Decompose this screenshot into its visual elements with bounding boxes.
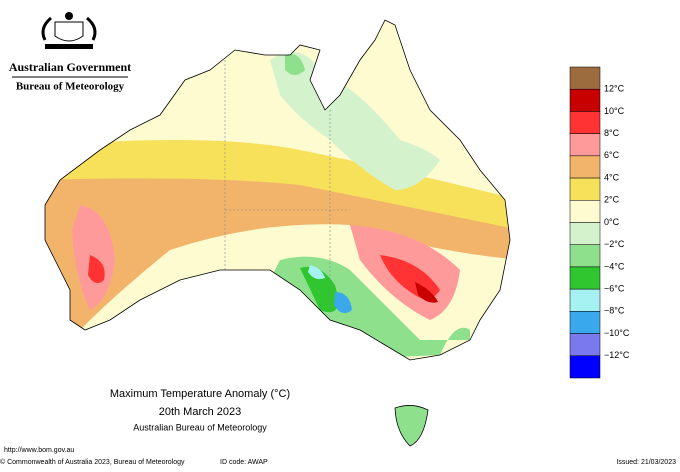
map-date: 20th March 2023 xyxy=(159,406,242,418)
legend-swatch xyxy=(569,266,601,290)
map-title: Maximum Temperature Anomaly (°C) xyxy=(110,388,290,400)
legend-label: 2°C xyxy=(604,195,620,205)
issued: Issued: 21/03/2023 xyxy=(616,459,676,466)
legend-label: 10°C xyxy=(604,106,625,116)
legend-swatch xyxy=(569,177,601,201)
legend-label: −2°C xyxy=(604,239,625,249)
legend-swatch xyxy=(569,155,601,179)
legend-label: −10°C xyxy=(604,328,630,338)
url: http://www.bom.gov.au xyxy=(4,447,74,454)
legend: 12°C 10°C 8°C 6°C 4°C 2°C 0°C −2°C −4°C −6°C −8°C −… xyxy=(569,66,630,379)
legend-label: 8°C xyxy=(604,128,620,138)
legend-swatch xyxy=(569,111,601,134)
legend-swatch xyxy=(569,222,601,245)
agency: Australian Government xyxy=(9,60,131,74)
legend-swatch xyxy=(569,66,601,90)
copyright: © Commonwealth of Australia 2023, Bureau… xyxy=(0,458,185,466)
bureau: Bureau of Meteorology xyxy=(16,81,125,93)
tasmania xyxy=(394,405,429,447)
legend-label: −8°C xyxy=(604,306,625,316)
logo xyxy=(41,12,97,49)
legend-swatch xyxy=(569,355,601,379)
legend-swatch xyxy=(569,200,601,223)
legend-label: 12°C xyxy=(604,84,625,94)
legend-label: −12°C xyxy=(604,350,630,360)
map-source: Australian Bureau of Meteorology xyxy=(133,422,267,432)
coastline xyxy=(44,19,511,361)
id-code: ID code: AWAP xyxy=(220,459,268,466)
legend-swatch xyxy=(569,244,601,268)
legend-label: 0°C xyxy=(604,217,620,227)
legend-label: −6°C xyxy=(604,284,625,294)
legend-swatch xyxy=(569,133,601,157)
map xyxy=(45,20,510,360)
legend-swatch xyxy=(569,333,601,357)
legend-swatch xyxy=(569,311,601,334)
legend-label: 6°C xyxy=(604,150,620,160)
legend-swatch xyxy=(569,88,601,112)
legend-swatch xyxy=(569,288,601,312)
legend-label: −4°C xyxy=(604,261,625,271)
legend-label: 4°C xyxy=(604,172,620,182)
